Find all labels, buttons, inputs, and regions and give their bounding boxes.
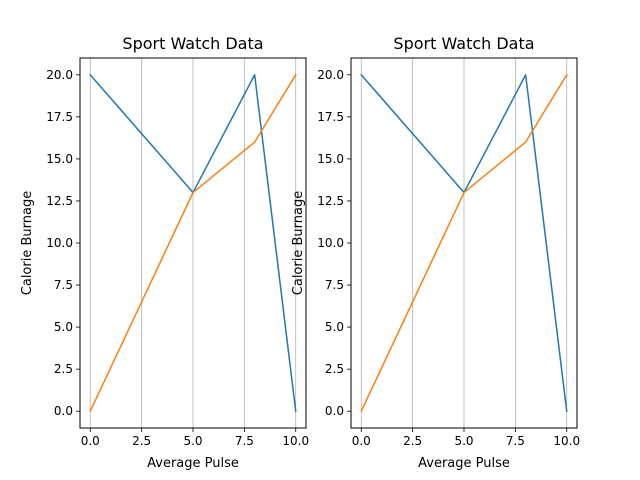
y-tick-label: 2.5 <box>325 362 344 376</box>
series-line-1 <box>89 73 297 413</box>
x-tick-label: 0.0 <box>352 434 371 448</box>
y-tick-label: 0.0 <box>54 404 73 418</box>
y-tick-label: 17.5 <box>46 110 73 124</box>
x-tick-label: 10.0 <box>282 434 309 448</box>
y-tick-label: 10.0 <box>317 236 344 250</box>
x-tick-label: 0.0 <box>81 434 100 448</box>
x-tick-label: 5.0 <box>454 434 473 448</box>
x-tick-label: 7.5 <box>506 434 525 448</box>
x-axis-label: Average Pulse <box>147 456 239 471</box>
x-tick-label: 7.5 <box>235 434 254 448</box>
x-tick-label: 5.0 <box>183 434 202 448</box>
y-tick-label: 7.5 <box>54 278 73 292</box>
series-line-1 <box>360 73 568 413</box>
y-tick-label: 12.5 <box>317 194 344 208</box>
y-tick-label: 15.0 <box>317 152 344 166</box>
y-axis-label: Calorie Burnage <box>20 191 35 295</box>
x-tick-label: 2.5 <box>132 434 151 448</box>
series-line-2 <box>89 73 297 413</box>
series-line-2 <box>360 73 568 413</box>
x-tick-label: 2.5 <box>403 434 422 448</box>
y-tick-label: 15.0 <box>46 152 73 166</box>
y-tick-label: 5.0 <box>54 320 73 334</box>
y-tick-label: 17.5 <box>317 110 344 124</box>
y-tick-label: 20.0 <box>46 68 73 82</box>
y-axis-label: Calorie Burnage <box>291 191 306 295</box>
x-tick-label: 10.0 <box>553 434 580 448</box>
y-tick-label: 10.0 <box>46 236 73 250</box>
y-tick-label: 5.0 <box>325 320 344 334</box>
y-tick-label: 12.5 <box>46 194 73 208</box>
chart-title: Sport Watch Data <box>393 34 534 53</box>
x-axis-label: Average Pulse <box>418 456 510 471</box>
y-tick-label: 2.5 <box>54 362 73 376</box>
y-tick-label: 20.0 <box>317 68 344 82</box>
subplot-1: 0.0 2.5 5.0 7.5 10.0 0.0 2.5 5.0 7.5 10.0 12.5 15.0… <box>20 34 309 471</box>
subplot-2: 0.0 2.5 5.0 7.5 10.0 0.0 2.5 5.0 7.5 10.0 12.5 15.0… <box>291 34 580 471</box>
chart-title: Sport Watch Data <box>122 34 263 53</box>
y-tick-label: 0.0 <box>325 404 344 418</box>
y-tick-label: 7.5 <box>325 278 344 292</box>
